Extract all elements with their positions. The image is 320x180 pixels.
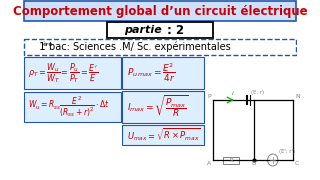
Text: N: N: [295, 94, 300, 99]
Text: $\rho_T = \dfrac{W_u}{W_T} = \dfrac{P_u}{P_T} = \dfrac{E'}{E}$: $\rho_T = \dfrac{W_u}{W_T} = \dfrac{P_u}…: [28, 61, 98, 85]
Text: $W_u = R_{ss} \dfrac{E^2}{(R_{ss}+r)^2} \cdot \Delta t$: $W_u = R_{ss} \dfrac{E^2}{(R_{ss}+r)^2} …: [28, 95, 109, 119]
Text: ère: ère: [43, 42, 53, 46]
Text: Comportement global d’un circuit électrique: Comportement global d’un circuit électri…: [13, 4, 307, 17]
Text: bac: Sciences .M/ Sc. expérimentales: bac: Sciences .M/ Sc. expérimentales: [49, 42, 231, 52]
Text: $P_{u\,max} = \dfrac{E^2}{4r}$: $P_{u\,max} = \dfrac{E^2}{4r}$: [127, 62, 175, 84]
Bar: [223, 156, 239, 163]
Text: 1: 1: [39, 42, 45, 52]
Text: C: C: [295, 161, 299, 166]
Bar: [24, 92, 121, 122]
Bar: [24, 1, 296, 21]
Text: partie: partie: [124, 25, 162, 35]
Text: $i$: $i$: [231, 89, 235, 97]
Bar: [123, 91, 204, 123]
Text: B: B: [252, 161, 256, 166]
Text: : 2: : 2: [167, 24, 184, 37]
Bar: [107, 22, 213, 38]
Text: (E; r): (E; r): [252, 90, 265, 95]
Circle shape: [268, 154, 278, 166]
Text: P: P: [208, 94, 211, 99]
Bar: [24, 39, 296, 55]
Bar: [123, 57, 204, 89]
Text: $U_{max} = \sqrt{R \times P_{max}}$: $U_{max} = \sqrt{R \times P_{max}}$: [127, 127, 200, 143]
Bar: [24, 57, 121, 89]
Text: R: R: [229, 158, 233, 163]
Bar: [123, 125, 204, 145]
Text: A: A: [207, 161, 211, 166]
Text: (E'; r'): (E'; r'): [279, 149, 295, 154]
Text: $I_{max} = \sqrt{\dfrac{P_{max}}{R}}$: $I_{max} = \sqrt{\dfrac{P_{max}}{R}}$: [127, 94, 188, 120]
